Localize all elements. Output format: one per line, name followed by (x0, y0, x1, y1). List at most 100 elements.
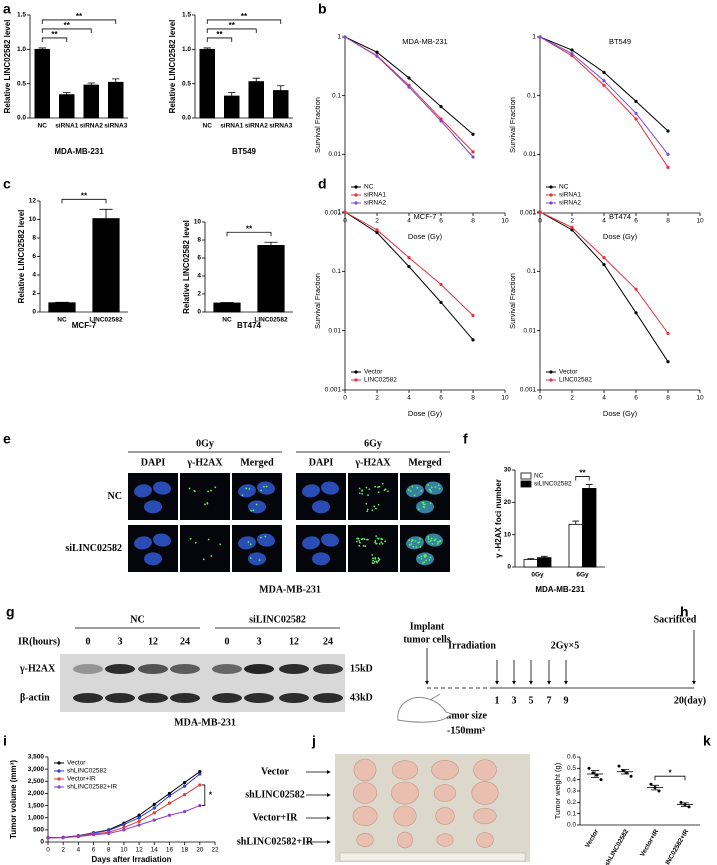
significance-bracket (206, 37, 233, 42)
foci (210, 489, 212, 492)
y-tick-label: 30 (504, 467, 512, 474)
y-tick-label: 4 (32, 272, 36, 279)
y-axis-label: Relative LINC02582 level (182, 220, 191, 314)
micrograph (348, 525, 398, 572)
legend-swatch (520, 472, 532, 480)
foci (408, 543, 411, 546)
marker (137, 823, 141, 827)
time-label: 0 (225, 636, 230, 647)
foci (248, 487, 251, 490)
foci (413, 494, 416, 497)
foci (408, 539, 411, 542)
foci (427, 541, 430, 543)
protein-label: γ-H2AX (19, 663, 56, 674)
y-tick-label: 0.01 (523, 151, 536, 158)
foci (433, 539, 436, 542)
marker (167, 801, 172, 805)
x-tick-label: 0Gy (531, 572, 544, 579)
time-label: 24 (180, 636, 190, 647)
error-bar (228, 92, 236, 97)
x-tick-label: 4 (77, 847, 81, 854)
x-tick-label: 0 (46, 847, 50, 854)
bar (537, 557, 552, 568)
marker (183, 793, 187, 797)
foci (377, 557, 380, 559)
y-tick-label: 0.5 (182, 80, 191, 87)
x-tick-label: siRNA2 (245, 123, 269, 130)
foci (207, 490, 209, 493)
y-tick-label: 0 (40, 839, 44, 846)
foci (381, 542, 384, 545)
legend-marker (57, 769, 61, 773)
marker (471, 338, 475, 342)
legend-label: siRNA1 (559, 192, 581, 199)
nucleus (257, 481, 275, 495)
y-tick-label: 2,500 (28, 778, 45, 785)
y-axis-label: Relative LINC02582 level (3, 20, 12, 114)
marker (634, 311, 638, 315)
x-tick-label: 10 (501, 395, 509, 402)
foci (241, 494, 244, 497)
group-label: shLINC02582 (245, 789, 304, 800)
blot-band (244, 693, 274, 703)
panel-letter: c (3, 176, 11, 192)
time-label: 24 (323, 636, 333, 647)
nucleus (406, 536, 424, 550)
x-axis-label: MDA-MB-231 (535, 585, 585, 594)
x-tick-label: siRNA1 (220, 123, 244, 130)
marker (407, 76, 411, 80)
x-tick-label: Vector (584, 828, 600, 849)
foci (355, 540, 358, 543)
foci (383, 489, 386, 492)
foci (418, 541, 421, 543)
x-tick-label: siRNA3 (104, 123, 128, 130)
y-tick-label: 1 (532, 209, 536, 216)
marker (570, 52, 574, 56)
x-tick-label: siRNA1 (55, 123, 79, 130)
foci (372, 559, 374, 562)
tumor (356, 832, 374, 848)
y-tick-label: 0.0 (17, 115, 26, 122)
y-tick-label: 0.01 (328, 151, 341, 158)
foci (380, 541, 383, 544)
significance-bracket (654, 775, 686, 781)
legend-marker (354, 378, 358, 382)
error-bar (277, 85, 285, 91)
y-tick-label: 0.001 (325, 210, 342, 217)
bar (199, 48, 215, 119)
channel-label: DAPI (309, 457, 334, 468)
foci (378, 543, 381, 545)
blot-band (313, 693, 343, 703)
foci (374, 556, 377, 559)
y-tick-label: 8 (197, 237, 201, 244)
x-tick-label: 6Gy (576, 572, 589, 579)
panel-letter: i (3, 733, 7, 749)
error-bar (527, 558, 535, 560)
tumor (431, 760, 459, 780)
nucleus (406, 484, 424, 498)
day-label: 1 (495, 695, 500, 706)
foci (374, 507, 377, 510)
implant-label: Implant (410, 621, 445, 632)
legend-label: Vector+IR (67, 776, 96, 783)
nucleus (153, 533, 171, 547)
foci (377, 559, 380, 562)
group-label: NC (130, 614, 144, 625)
x-tick-label: NC (57, 317, 67, 324)
marker (183, 784, 187, 788)
y-axis-label: Tumor volume (mm³) (9, 760, 18, 839)
x-tick-label: 4 (407, 395, 411, 402)
marker (602, 70, 606, 74)
tumor (391, 760, 419, 780)
y-tick-label: 0.2 (567, 799, 576, 806)
foci (427, 484, 430, 486)
time-label: 12 (289, 636, 299, 647)
x-axis-label: MCF-7 (72, 321, 97, 330)
data-point (679, 800, 683, 804)
blot-membrane (60, 654, 345, 712)
significance-bracket (201, 784, 206, 806)
x-tick-label: 18 (181, 847, 189, 854)
series-line (344, 36, 474, 158)
x-axis-label: MDA-MB-231 (54, 147, 104, 156)
x-tick-label: 16 (166, 847, 174, 854)
